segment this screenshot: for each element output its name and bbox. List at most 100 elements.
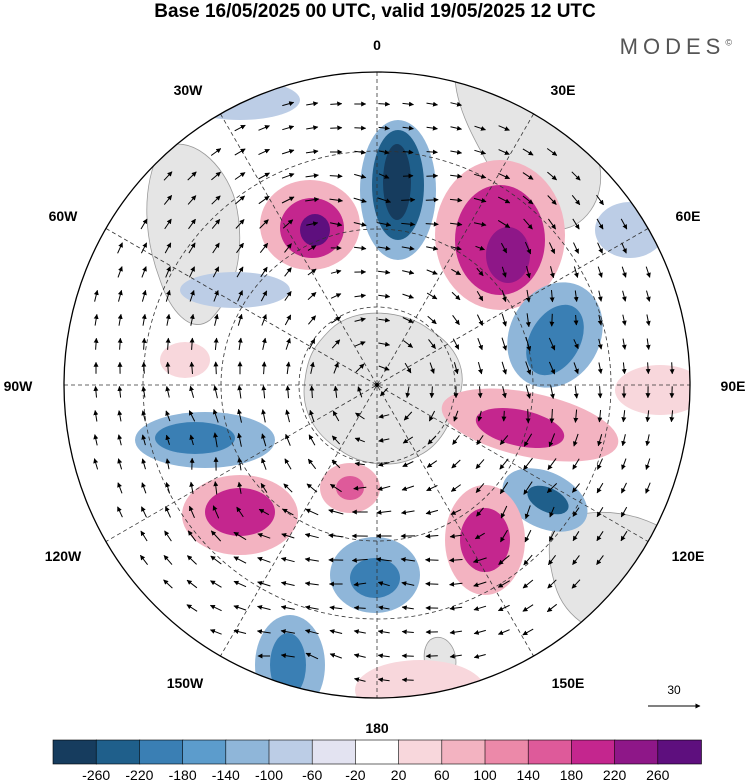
wind-arrow bbox=[549, 385, 555, 399]
wind-arrow bbox=[355, 412, 365, 420]
wind-arrow bbox=[141, 313, 147, 326]
wind-arrow bbox=[597, 266, 603, 278]
wind-arrow bbox=[212, 266, 220, 278]
brand-name: MODES bbox=[619, 34, 726, 59]
wind-arrow bbox=[498, 555, 510, 565]
wind-arrow bbox=[212, 505, 220, 519]
wind-arrow bbox=[233, 580, 247, 588]
wind-arrow bbox=[213, 432, 219, 448]
wind-arrow bbox=[525, 289, 531, 303]
wind-arrow bbox=[259, 242, 269, 254]
label-lon-90e: 90E bbox=[721, 378, 746, 394]
reference-vector-label: 30 bbox=[667, 683, 681, 697]
wind-arrow bbox=[165, 266, 171, 278]
anomaly-positive-center-3-core bbox=[475, 408, 565, 448]
wind-arrow bbox=[573, 242, 579, 254]
wind-arrow bbox=[501, 361, 507, 375]
wind-arrow bbox=[621, 290, 627, 302]
wind-arrow bbox=[308, 338, 316, 350]
wind-arrow bbox=[141, 410, 147, 422]
wind-arrow bbox=[525, 265, 531, 279]
wind-arrow bbox=[477, 361, 483, 375]
anomaly-negative-center-4-core bbox=[350, 558, 400, 598]
wind-arrow bbox=[450, 101, 462, 107]
colorbar-label: -260 bbox=[82, 767, 110, 783]
wind-arrow bbox=[621, 482, 627, 494]
anomaly-negative-center-5-core bbox=[270, 633, 306, 697]
wind-arrow bbox=[141, 506, 147, 518]
wind-arrow bbox=[378, 173, 390, 179]
wind-arrow bbox=[453, 362, 459, 375]
wind-arrow bbox=[429, 362, 435, 374]
wind-arrow bbox=[210, 530, 222, 542]
brand-logo: MODES© bbox=[620, 34, 732, 60]
wind-arrow bbox=[282, 508, 294, 516]
wind-arrow bbox=[378, 317, 391, 323]
wind-arrow bbox=[213, 313, 219, 326]
anomaly-positive-center-7 bbox=[160, 342, 210, 378]
wind-arrow bbox=[450, 509, 462, 515]
wind-arrow bbox=[571, 194, 581, 206]
wind-arrow bbox=[163, 171, 173, 181]
wind-arrow bbox=[309, 409, 315, 422]
wind-arrow bbox=[93, 458, 99, 470]
anomaly-positive-center-8 bbox=[615, 365, 690, 415]
wind-arrow bbox=[357, 386, 363, 398]
colorbar-label: -140 bbox=[212, 767, 240, 783]
wind-arrow bbox=[305, 149, 319, 155]
wind-arrow bbox=[189, 481, 195, 494]
wind-arrow bbox=[284, 267, 292, 277]
wind-arrow bbox=[403, 340, 413, 348]
wind-arrow bbox=[257, 580, 271, 587]
label-lon-150w: 150W bbox=[167, 675, 204, 691]
wind-arrow bbox=[645, 410, 651, 423]
wind-arrow bbox=[523, 554, 533, 566]
wind-arrow bbox=[305, 197, 320, 203]
wind-arrow bbox=[280, 581, 295, 586]
wind-arrow bbox=[236, 266, 244, 278]
wind-arrow bbox=[329, 197, 343, 203]
wind-arrow bbox=[573, 339, 579, 350]
colorbar-swatch bbox=[311, 739, 357, 765]
wind-arrow bbox=[353, 197, 367, 203]
wind-arrow bbox=[329, 483, 342, 493]
wind-arrow bbox=[280, 605, 295, 610]
wind-arrow bbox=[449, 197, 463, 203]
colorbar-label: -20 bbox=[345, 767, 365, 783]
wind-arrow bbox=[188, 242, 196, 254]
chart-title: Base 16/05/2025 00 UTC, valid 19/05/2025… bbox=[154, 1, 596, 22]
wind-arrow bbox=[165, 313, 171, 326]
wind-arrow bbox=[305, 652, 319, 660]
wind-arrow bbox=[304, 532, 319, 539]
wind-arrow bbox=[281, 196, 295, 204]
colorbar-swatch bbox=[182, 739, 227, 765]
colorbar-swatch bbox=[527, 739, 573, 765]
wind-arrow bbox=[141, 289, 147, 302]
wind-arrow bbox=[377, 197, 392, 204]
wind-arrow bbox=[354, 293, 366, 299]
wind-arrow bbox=[164, 242, 172, 254]
wind-arrow bbox=[596, 531, 604, 542]
wind-arrow bbox=[284, 290, 292, 301]
wind-arrow bbox=[524, 241, 532, 255]
wind-arrow bbox=[330, 293, 342, 299]
wind-arrow bbox=[141, 482, 147, 494]
wind-arrow bbox=[620, 506, 628, 518]
wind-arrow bbox=[285, 433, 291, 446]
wind-arrow bbox=[307, 458, 317, 470]
wind-arrow bbox=[596, 218, 604, 230]
wind-arrow bbox=[473, 197, 487, 203]
wind-arrow bbox=[426, 245, 439, 251]
wind-arrow bbox=[93, 289, 99, 302]
wind-arrow bbox=[426, 101, 438, 107]
wind-arrow bbox=[501, 337, 508, 351]
wind-arrow bbox=[378, 269, 391, 275]
wind-arrow bbox=[501, 386, 507, 399]
wind-arrow bbox=[522, 628, 534, 636]
wind-arrow bbox=[475, 483, 485, 493]
wind-arrow bbox=[281, 149, 295, 155]
wind-arrow bbox=[596, 555, 604, 566]
wind-arrow bbox=[188, 505, 195, 518]
wind-arrow bbox=[354, 341, 366, 347]
wind-arrow bbox=[331, 435, 341, 445]
